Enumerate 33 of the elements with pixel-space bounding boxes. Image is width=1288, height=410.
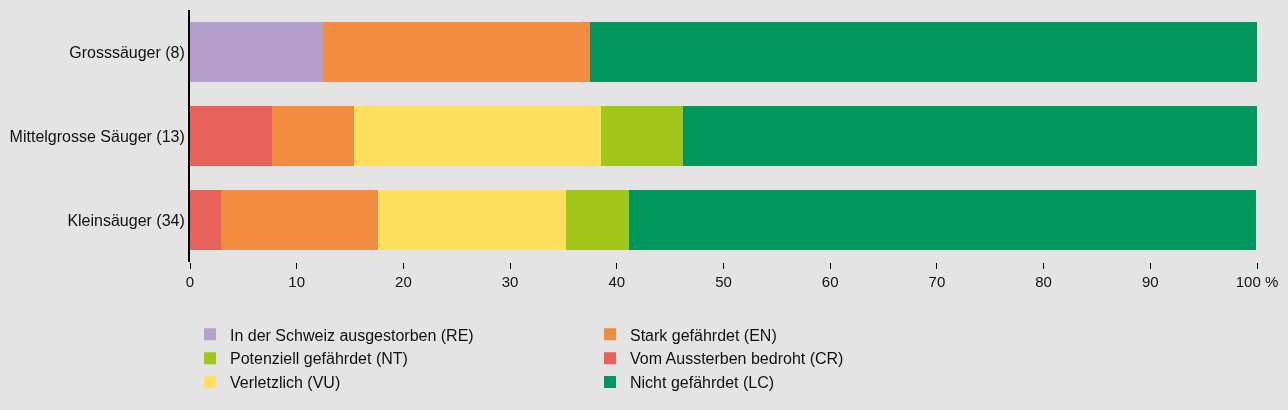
x-tick-label: 50: [715, 273, 732, 290]
legend-label: Vom Aussterben bedroht (CR): [630, 350, 844, 368]
x-tick-label: 0: [185, 273, 195, 290]
legend-label: In der Schweiz ausgestorben (RE): [230, 326, 474, 344]
x-tick-label: 30: [501, 273, 519, 290]
bar: [590, 21, 1257, 83]
bar: [190, 105, 273, 167]
x-tick-label: 60: [821, 273, 839, 290]
bar: [565, 189, 629, 251]
x-tick-label: 90: [1141, 273, 1159, 290]
bar: [220, 189, 378, 251]
bar: [682, 105, 1257, 167]
bar: [600, 105, 683, 167]
x-tick-label: 40: [608, 273, 626, 290]
y-tick-label: Mittelgrosse Säuger (13): [9, 127, 185, 145]
bar: [323, 21, 591, 83]
x-tick-label: 10: [288, 273, 306, 290]
legend-label: Potenziell gefährdet (NT): [230, 350, 408, 368]
legend-label: Verletzlich (VU): [230, 374, 341, 392]
x-tick-label: 20: [395, 273, 412, 290]
y-tick-label: Kleinsäuger (34): [67, 211, 185, 229]
bar: [354, 105, 601, 167]
bar: [190, 189, 221, 251]
x-tick-label: 80: [1035, 273, 1052, 290]
bar: [190, 21, 324, 83]
x-tick-label: 70: [928, 273, 946, 290]
bar: [628, 189, 1256, 251]
bar: [272, 105, 355, 167]
legend-label: Nicht gefährdet (LC): [630, 374, 775, 392]
bar: [377, 189, 566, 251]
legend-label: Stark gefährdet (EN): [630, 326, 777, 344]
y-tick-label: Grosssäuger (8): [69, 43, 185, 61]
x-tick-label: 100 %: [1235, 273, 1279, 290]
